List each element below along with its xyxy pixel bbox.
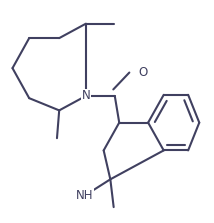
Text: N: N <box>82 89 90 102</box>
Text: O: O <box>138 66 147 79</box>
Text: NH: NH <box>76 189 94 202</box>
